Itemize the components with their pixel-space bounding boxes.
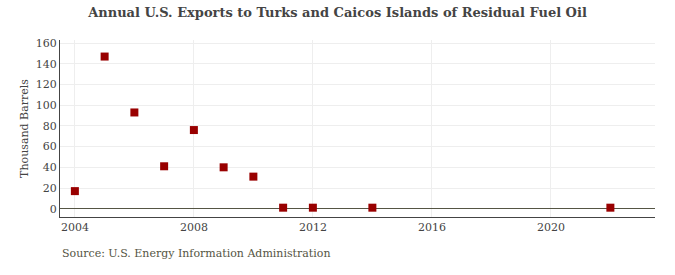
svg-text:160: 160 (36, 37, 57, 50)
svg-text:100: 100 (36, 99, 57, 112)
svg-text:Source: U.S. Energy Informatio: Source: U.S. Energy Information Administ… (62, 247, 330, 260)
svg-text:140: 140 (36, 58, 57, 71)
svg-text:20: 20 (43, 182, 57, 195)
svg-text:Thousand Barrels: Thousand Barrels (18, 79, 31, 178)
svg-text:120: 120 (36, 78, 57, 91)
svg-text:Annual U.S. Exports to Turks a: Annual U.S. Exports to Turks and Caicos … (87, 5, 587, 20)
svg-text:2020: 2020 (537, 221, 565, 234)
svg-text:2008: 2008 (180, 221, 208, 234)
svg-text:2016: 2016 (418, 221, 446, 234)
svg-text:2012: 2012 (299, 221, 327, 234)
svg-text:40: 40 (43, 161, 57, 174)
svg-text:60: 60 (43, 140, 57, 153)
svg-text:0: 0 (50, 203, 57, 216)
svg-text:80: 80 (43, 120, 57, 133)
svg-text:2004: 2004 (61, 221, 89, 234)
